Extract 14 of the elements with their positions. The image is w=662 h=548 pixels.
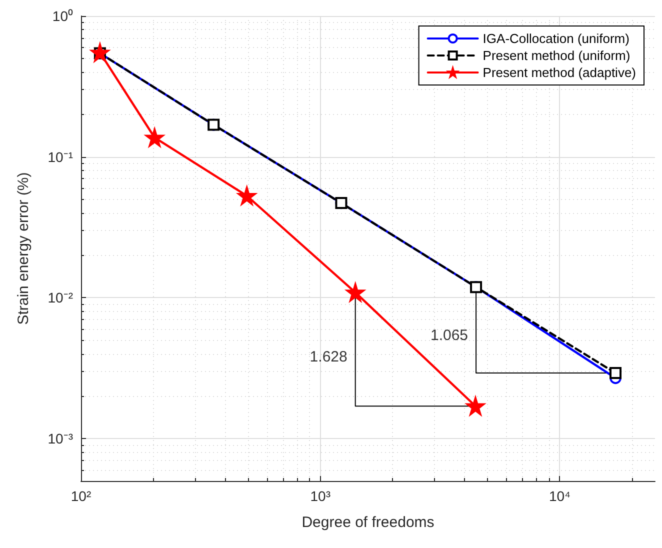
legend-label: IGA-Collocation (uniform): [482, 31, 630, 46]
x-tick-label: 10²: [70, 488, 92, 504]
y-tick-label: 10⁻¹: [48, 148, 74, 165]
y-axis-title: Strain energy error (%): [15, 172, 32, 325]
legend-label: Present method (uniform): [482, 48, 630, 63]
legend-label: Present method (adaptive): [482, 65, 636, 80]
annotation: 1.065: [430, 326, 468, 344]
y-tick-label: 10⁰: [52, 8, 73, 24]
y-tick-label: 10⁻³: [48, 430, 74, 447]
x-axis-title: Degree of freedoms: [302, 514, 434, 531]
y-tick-label: 10⁻²: [48, 290, 74, 306]
x-tick-label: 10⁴: [548, 488, 571, 504]
x-tick-label: 10³: [310, 488, 331, 504]
annotation: 1.628: [310, 348, 348, 366]
